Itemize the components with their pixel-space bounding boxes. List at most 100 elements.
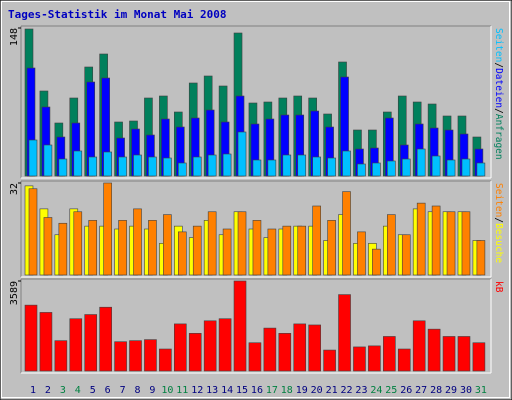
bar (222, 228, 232, 276)
bar (312, 205, 321, 276)
bar (368, 345, 381, 372)
x-tick-label: 10 (161, 385, 173, 396)
legend-separator: / (493, 217, 504, 223)
x-tick-label: 24 (370, 385, 382, 396)
bar (412, 320, 426, 372)
bar (461, 158, 471, 177)
x-tick-label: 3 (60, 385, 66, 396)
x-tick-label: 13 (206, 385, 218, 396)
bar (178, 162, 187, 177)
bar (103, 151, 112, 177)
bar (401, 234, 411, 276)
x-tick-label: 8 (134, 385, 140, 396)
bar (416, 202, 426, 276)
bar (308, 324, 321, 372)
x-tick-label: 16 (251, 385, 263, 396)
x-tick-label: 20 (311, 385, 323, 396)
bar (192, 156, 202, 177)
bar (357, 231, 366, 276)
bar (397, 348, 411, 372)
bar (342, 191, 351, 276)
bar (327, 220, 336, 276)
y-tick-label: 32 (9, 183, 20, 195)
bar (327, 157, 336, 177)
x-tick-label: 18 (281, 385, 293, 396)
bar (148, 156, 157, 177)
x-tick-label: 21 (326, 385, 338, 396)
bar (427, 328, 441, 372)
bar (163, 157, 172, 177)
x-tick-label: 19 (296, 385, 308, 396)
bar (457, 336, 471, 372)
bar (293, 323, 307, 372)
bar (237, 131, 247, 177)
bar (203, 320, 217, 372)
legend-separator: / (493, 108, 504, 114)
bar (461, 211, 471, 276)
legend-label: Seiten (493, 28, 504, 62)
bar (372, 162, 381, 177)
bar (24, 304, 38, 372)
bar (73, 150, 83, 177)
bar (416, 148, 426, 177)
bar (129, 340, 142, 372)
bar (353, 346, 366, 372)
bar (133, 208, 142, 276)
bar (207, 154, 217, 177)
x-tick-label: 9 (149, 385, 155, 396)
bar (267, 159, 277, 177)
bar (28, 139, 38, 177)
legend: Seiten/Dateien/Anfragen (493, 28, 504, 160)
x-tick-label: 5 (90, 385, 96, 396)
x-tick-label: 17 (266, 385, 278, 396)
legend-separator: / (493, 62, 504, 68)
y-tick-label: 3589 (9, 281, 20, 305)
bar (58, 158, 68, 177)
bar (133, 154, 142, 177)
legend: Seiten/Besuche (493, 183, 504, 263)
bar (118, 220, 127, 276)
bar (267, 228, 277, 276)
x-tick-label: 28 (430, 385, 442, 396)
bar (88, 220, 98, 276)
legend: kB (493, 281, 504, 293)
bar (88, 156, 98, 177)
x-tick-label: 25 (385, 385, 397, 396)
bar (312, 156, 321, 177)
bar (218, 318, 232, 372)
bar (297, 225, 307, 276)
x-tick-label: 27 (415, 385, 427, 396)
bar (263, 327, 277, 372)
bar (178, 231, 187, 276)
x-tick-label: 4 (75, 385, 81, 396)
y-tick-label: 148 (9, 28, 20, 46)
bar (338, 294, 351, 372)
bar (472, 342, 486, 372)
x-tick-label: 6 (105, 385, 111, 396)
x-tick-label: 12 (191, 385, 203, 396)
bar (103, 182, 112, 276)
bar (342, 150, 351, 177)
bar (278, 333, 292, 372)
bar (387, 214, 396, 276)
x-tick-label: 23 (355, 385, 367, 396)
legend-label: kB (493, 281, 504, 293)
bar (99, 306, 112, 372)
bar (431, 155, 441, 177)
bar (372, 248, 381, 276)
x-tick-label: 30 (460, 385, 472, 396)
x-tick-label: 15 (236, 385, 248, 396)
chart-title: Tages-Statistik im Monat Mai 2008 (8, 8, 227, 21)
legend-label: Anfragen (493, 114, 504, 160)
bar (58, 222, 68, 276)
bar (192, 225, 202, 276)
bar (383, 336, 396, 372)
bar (387, 160, 396, 177)
bar (163, 214, 172, 276)
x-tick-label: 11 (176, 385, 188, 396)
bar (207, 211, 217, 276)
bar (174, 323, 187, 372)
bar (118, 156, 127, 177)
